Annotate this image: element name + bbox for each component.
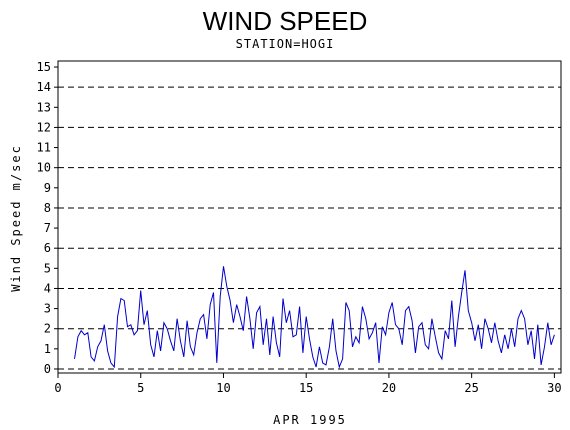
wind-speed-line <box>74 266 555 369</box>
x-tick-label: 20 <box>382 381 396 395</box>
x-tick-label: 25 <box>464 381 478 395</box>
y-tick-label: 9 <box>44 181 51 195</box>
y-tick-label: 13 <box>37 100 51 114</box>
x-axis-label: APR 1995 <box>273 413 347 427</box>
y-tick-label: 2 <box>44 322 51 336</box>
x-axis: 0 5 10 15 20 25 30 <box>54 373 562 395</box>
x-tick-label: 0 <box>54 381 61 395</box>
x-tick-label: 30 <box>547 381 561 395</box>
y-tick-label: 14 <box>37 80 51 94</box>
y-tick-label: 0 <box>44 362 51 376</box>
y-tick-label: 11 <box>37 141 51 155</box>
y-tick-label: 3 <box>44 302 51 316</box>
chart-subtitle: STATION=HOGI <box>236 37 335 51</box>
chart-title: WIND SPEED <box>203 6 368 36</box>
y-tick-label: 12 <box>37 120 51 134</box>
gridlines <box>58 86 561 370</box>
y-tick-label: 4 <box>44 281 51 295</box>
x-tick-label: 10 <box>216 381 230 395</box>
y-axis-label: Wind Speed m/sec <box>9 144 23 292</box>
y-tick-label: 8 <box>44 201 51 215</box>
y-tick-label: 6 <box>44 241 51 255</box>
y-tick-label: 10 <box>37 161 51 175</box>
series-group <box>74 266 555 369</box>
x-tick-label: 15 <box>299 381 313 395</box>
y-tick-label: 1 <box>44 342 51 356</box>
plot-area <box>57 60 562 374</box>
y-tick-label: 15 <box>37 60 51 74</box>
y-tick-label: 7 <box>44 221 51 235</box>
x-tick-label: 5 <box>137 381 144 395</box>
y-tick-label: 5 <box>44 261 51 275</box>
